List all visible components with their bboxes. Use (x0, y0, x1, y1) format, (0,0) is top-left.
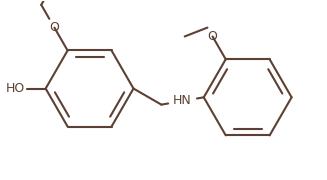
Text: O: O (208, 30, 217, 43)
Text: HN: HN (173, 94, 192, 107)
Text: O: O (49, 21, 60, 34)
Text: HO: HO (6, 82, 25, 95)
